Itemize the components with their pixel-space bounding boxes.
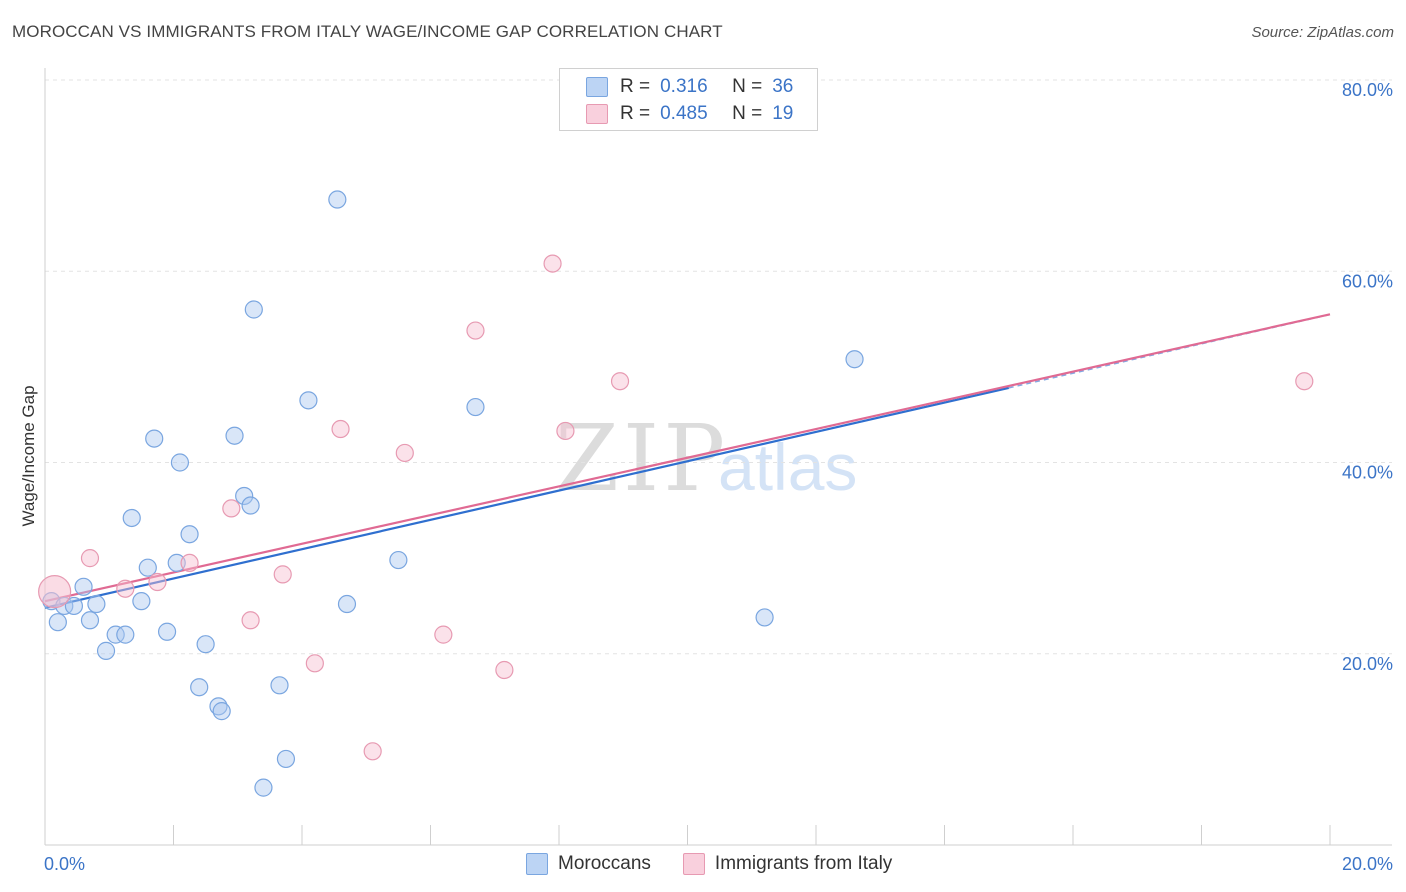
point-moroccans: [389, 550, 408, 570]
scatter-points: [38, 190, 1314, 797]
point-moroccans: [64, 596, 84, 616]
y-tick-label: 40.0%: [1342, 463, 1393, 483]
point-italy: [148, 572, 167, 592]
point-moroccans: [755, 608, 774, 627]
y-tick-label: 80.0%: [1342, 80, 1393, 100]
point-moroccans: [244, 300, 263, 319]
point-moroccans: [845, 350, 864, 369]
point-moroccans: [80, 611, 100, 630]
point-moroccans: [328, 190, 347, 209]
x-tick-label: 0.0%: [44, 854, 85, 874]
point-italy: [466, 321, 485, 340]
point-moroccans: [167, 553, 186, 573]
y-tick-label: 20.0%: [1342, 654, 1393, 674]
point-moroccans: [196, 635, 215, 654]
point-moroccans: [106, 625, 125, 644]
point-italy: [273, 565, 292, 584]
chart-title: MOROCCAN VS IMMIGRANTS FROM ITALY WAGE/I…: [12, 22, 723, 41]
grid-lines: [45, 79, 1392, 655]
point-moroccans: [212, 702, 231, 721]
point-moroccans: [132, 592, 151, 611]
legend-swatch-blue: [586, 77, 608, 97]
axes: 20.0% 40.0% 60.0% 80.0% 0.0% 20.0%: [44, 68, 1393, 874]
point-moroccans: [170, 453, 190, 472]
legend-n-value: 19: [772, 103, 794, 124]
point-moroccans: [74, 577, 93, 596]
point-moroccans: [270, 676, 289, 695]
point-italy: [331, 419, 350, 439]
legend-swatch-blue: [526, 853, 548, 875]
legend-label-italy: Immigrants from Italy: [714, 853, 893, 874]
stats-legend: R = 0.316 N = 36 R = 0.485 N = 19: [559, 68, 818, 131]
watermark-atlas: atlas: [718, 430, 857, 504]
point-italy: [495, 660, 514, 680]
point-moroccans: [48, 613, 67, 632]
source-label: Source: ZipAtlas.com: [1251, 24, 1394, 41]
legend-swatch-pink: [682, 853, 705, 875]
legend-n-label: N =: [732, 76, 763, 97]
point-moroccans: [87, 594, 106, 614]
point-moroccans: [145, 429, 164, 448]
point-italy: [180, 553, 199, 573]
point-italy: [80, 549, 100, 568]
point-moroccans: [138, 558, 157, 577]
point-italy: [241, 611, 260, 630]
legend-row-italy: R = 0.485 N = 19: [586, 102, 793, 126]
point-italy: [305, 654, 324, 673]
point-moroccans: [157, 622, 177, 641]
point-moroccans: [190, 678, 209, 697]
point-moroccans: [254, 778, 273, 797]
legend-r-value: 0.485: [660, 103, 708, 124]
legend-n-label: N =: [732, 103, 763, 124]
trendline-moroccans: [44, 386, 1009, 609]
point-moroccans: [466, 397, 485, 417]
legend-n-value: 36: [772, 76, 794, 97]
point-moroccans: [122, 508, 141, 528]
point-italy: [395, 443, 414, 463]
point-italy: [363, 742, 382, 761]
point-moroccans: [96, 641, 116, 660]
point-italy: [1295, 372, 1314, 391]
point-italy: [556, 421, 575, 441]
point-italy: [38, 574, 72, 609]
point-moroccans: [180, 525, 199, 544]
legend-swatch-pink: [586, 104, 608, 124]
x-tick-label: 20.0%: [1342, 854, 1393, 874]
y-axis-label: Wage/Income Gap: [19, 385, 38, 526]
point-moroccans: [337, 594, 357, 614]
legend-row-moroccans: R = 0.316 N = 36: [586, 75, 793, 99]
point-moroccans: [299, 391, 318, 410]
legend-r-label: R =: [620, 76, 651, 97]
point-moroccans: [225, 426, 244, 445]
legend-r-label: R =: [620, 103, 651, 124]
point-moroccans: [241, 496, 260, 515]
legend-item-moroccans[interactable]: Moroccans: [526, 853, 651, 875]
legend-r-value: 0.316: [660, 76, 708, 97]
point-italy: [543, 254, 562, 273]
point-moroccans: [116, 625, 135, 644]
point-italy: [434, 625, 453, 644]
y-tick-label: 60.0%: [1342, 271, 1393, 291]
series-legend: Moroccans Immigrants from Italy: [526, 852, 924, 876]
point-italy: [222, 499, 241, 518]
point-italy: [116, 579, 135, 598]
legend-label-moroccans: Moroccans: [558, 853, 651, 874]
point-moroccans: [235, 486, 254, 506]
point-moroccans: [276, 749, 296, 769]
trendline-italy: [44, 313, 1331, 603]
point-italy: [610, 372, 630, 391]
trend-lines: [44, 313, 1331, 609]
legend-item-italy[interactable]: Immigrants from Italy: [682, 853, 893, 875]
